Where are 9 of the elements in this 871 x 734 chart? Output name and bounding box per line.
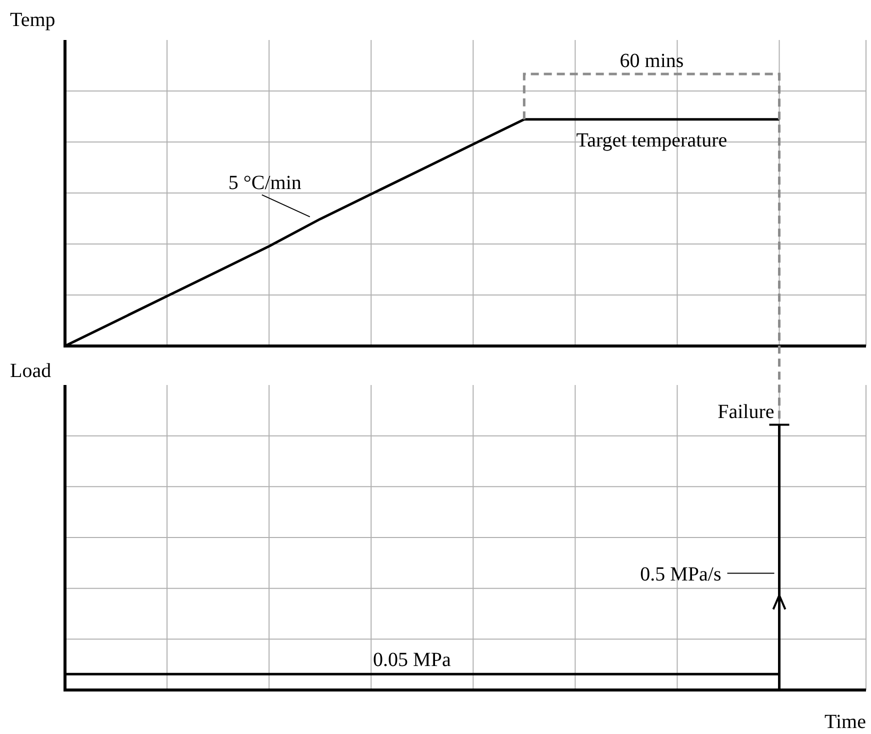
- y-axis-title: Temp: [10, 9, 56, 31]
- y-axis-title: Load: [10, 360, 52, 382]
- x-axis-title: Time: [824, 711, 866, 733]
- annotation: Target temperature: [576, 129, 728, 152]
- annotation: 5 °C/min: [228, 172, 302, 194]
- annotation: 0.5 MPa/s: [640, 563, 722, 586]
- annotation: 0.05 MPa: [373, 649, 451, 672]
- text: Failure: [718, 400, 774, 423]
- text: 60 mins: [620, 50, 684, 72]
